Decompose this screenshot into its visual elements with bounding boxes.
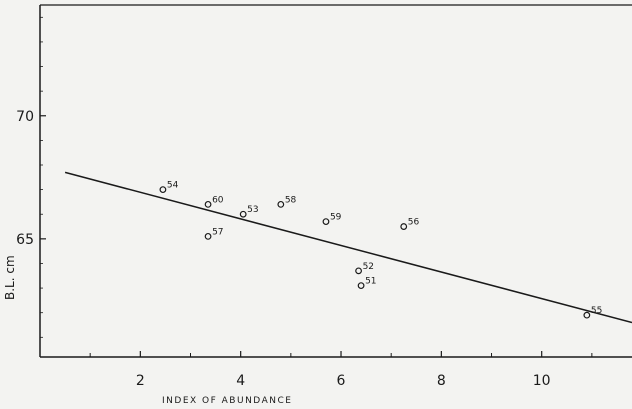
point-label: 58 (285, 195, 297, 205)
point-label: 52 (363, 262, 374, 272)
x-tick-label: 2 (136, 373, 145, 389)
point-label: 53 (247, 205, 258, 215)
x-tick-label: 6 (337, 373, 346, 389)
x-ticks: 2 4 6 8 10 (136, 351, 551, 389)
point-label: 51 (365, 277, 376, 287)
y-ticks: 65 70 (16, 109, 46, 248)
data-point (357, 282, 365, 290)
data-point (322, 218, 330, 226)
y-axis-title: B.L. cm (3, 255, 17, 300)
point-label: 59 (330, 213, 342, 223)
x-tick-label: 4 (236, 373, 245, 389)
data-point (355, 267, 362, 275)
point-label: 57 (212, 227, 223, 237)
data-point (204, 200, 212, 208)
data-point (159, 186, 167, 194)
x-tick-label: 10 (533, 373, 551, 389)
data-point (277, 200, 285, 208)
y-tick-label: 65 (16, 232, 34, 248)
point-label: 56 (408, 218, 420, 228)
point-label: 55 (591, 306, 602, 316)
y-tick-label: 70 (16, 109, 34, 125)
x-axis-title: INDEX OF ABUNDANCE (162, 396, 292, 406)
axes (39, 4, 632, 358)
data-point (400, 223, 408, 230)
data-point (583, 311, 591, 319)
data-points: 54 60 53 58 57 59 56 52 51 55 (159, 181, 602, 319)
data-point (204, 232, 212, 240)
minor-ticks (40, 16, 593, 357)
data-point (239, 210, 247, 218)
point-label: 60 (212, 195, 224, 205)
point-label: 54 (167, 181, 179, 191)
x-tick-label: 8 (437, 373, 446, 389)
regression-line (64, 171, 632, 324)
